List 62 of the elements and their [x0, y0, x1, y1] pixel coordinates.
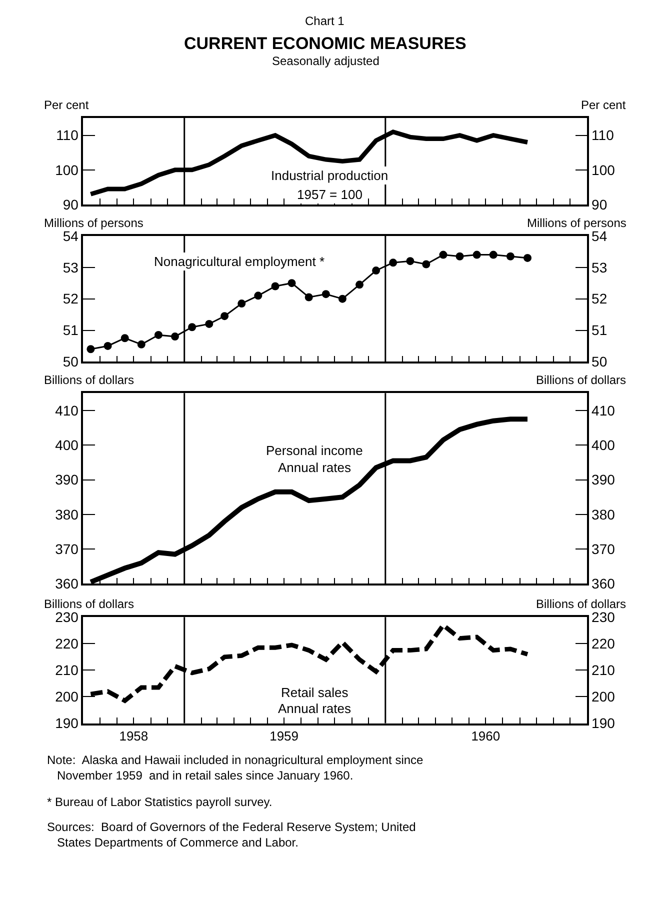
source-note: Sources: Board of Governors of the Federal Reserve System; United States Departments of Commerce and Labor. — [47, 820, 416, 850]
y2-tick-label: 380 — [592, 506, 616, 522]
y2-tick-label: 54 — [592, 228, 608, 244]
y-tick-label: 230 — [55, 609, 79, 626]
y2-tick-label: 50 — [592, 354, 608, 370]
chart-subtitle: Seasonally adjusted — [272, 54, 380, 68]
y-tick-label: 210 — [55, 662, 79, 678]
caption: Chart 1 — [305, 14, 345, 28]
y-tick-label: 190 — [55, 715, 79, 732]
y2-axis-title: Billions of dollars — [536, 373, 626, 387]
annotation: Annual rates — [278, 460, 352, 475]
chart-title: CURRENT ECONOMIC MEASURES — [184, 34, 466, 53]
series-label: Personal income — [266, 443, 363, 458]
y-tick-label: 410 — [55, 402, 79, 418]
y2-axis-title: Millions of persons — [527, 216, 626, 230]
y2-tick-label: 110 — [592, 127, 614, 144]
y2-axis-title: Per cent — [581, 98, 626, 112]
y2-tick-label: 100 — [592, 162, 616, 178]
annotation: 1957 = 100 — [297, 187, 362, 202]
y2-axis-title: Billions of dollars — [536, 597, 626, 611]
y2-tick-label: 53 — [592, 259, 608, 276]
text: * Bureau of Labor Statistics payroll survey. — [47, 795, 272, 809]
y-axis-title: Per cent — [44, 98, 90, 112]
y2-tick-label: 200 — [592, 688, 616, 705]
y2-tick-label: 220 — [592, 636, 616, 652]
text: Note: Alaska and Hawaii included in nonagricultural employment since November 1959 and in retail sales since January 1960. — [47, 753, 424, 783]
y2-tick-label: 190 — [592, 715, 616, 732]
y-tick-label: 100 — [55, 162, 79, 178]
y2-tick-label: 52 — [592, 290, 608, 307]
y2-tick-label: 400 — [592, 437, 616, 454]
y-tick-label: 52 — [62, 290, 79, 307]
y2-tick-label: 210 — [592, 662, 616, 678]
annotation: Annual rates — [278, 701, 352, 716]
y-tick-label: 51 — [62, 322, 79, 338]
y-tick-label: 370 — [55, 540, 79, 557]
y-axis-title: Billions of dollars — [44, 373, 134, 387]
y-tick-label: 50 — [62, 354, 79, 370]
x-tick-label: 1960 — [471, 728, 500, 744]
y-tick-label: 110 — [56, 127, 79, 144]
y-tick-label: 54 — [62, 228, 79, 244]
y-axis-title: Millions of persons — [44, 216, 144, 230]
y-tick-label: 53 — [62, 259, 79, 276]
y-tick-label: 400 — [55, 437, 79, 454]
y2-tick-label: 230 — [592, 609, 616, 626]
y2-tick-label: 410 — [592, 402, 616, 418]
y2-tick-label: 51 — [592, 322, 608, 338]
y-tick-label: 220 — [55, 636, 79, 652]
y-tick-label: 360 — [55, 576, 79, 592]
y-tick-label: 390 — [55, 472, 79, 488]
y2-tick-label: 370 — [592, 540, 616, 557]
y2-tick-label: 360 — [592, 576, 616, 592]
y2-tick-label: 390 — [592, 472, 616, 488]
series-label: Nonagricultural employment * — [154, 254, 325, 269]
y-tick-label: 380 — [55, 506, 79, 522]
y-tick-label: 90 — [62, 196, 79, 212]
y-tick-label: 200 — [55, 688, 79, 705]
text: Retail sales — [281, 685, 349, 700]
x-tick-label: 1959 — [270, 728, 299, 744]
x-tick-label: 1958 — [119, 728, 148, 744]
y2-tick-label: 90 — [592, 196, 608, 212]
series-label: Industrial production — [271, 168, 388, 183]
y-axis-title: Billions of dollars — [44, 597, 134, 611]
